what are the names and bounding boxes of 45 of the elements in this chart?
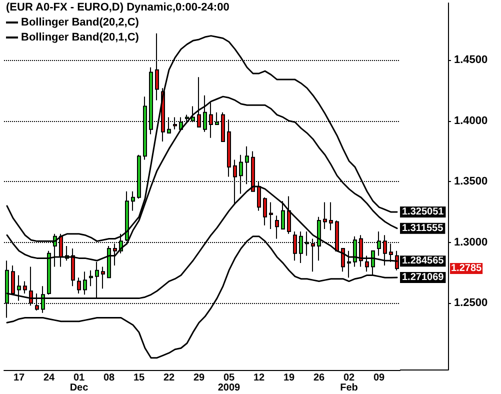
candlestick <box>371 250 375 276</box>
y-tick-label: 1.3000 <box>454 236 488 248</box>
x-tick-label: 17 <box>13 372 25 384</box>
candlestick <box>83 271 87 296</box>
data-label: 1.284565 <box>402 256 444 267</box>
candlestick <box>329 202 333 231</box>
y-tick-label: 1.2500 <box>454 297 488 310</box>
candlestick <box>23 280 27 294</box>
data-label: 1.271069 <box>402 272 444 284</box>
candlestick <box>89 270 93 287</box>
chart-title: (EUR A0-FX - EURO,D) Dynamic,0:00-24:00 <box>6 2 230 14</box>
candlestick <box>11 264 15 294</box>
legend-label: Bollinger Band(20,2,C) <box>21 16 140 28</box>
x-tick-label: 26 <box>313 372 325 384</box>
candlestick <box>263 196 267 226</box>
candlestick <box>347 250 351 278</box>
x-tick-label: 01 Dec <box>70 372 89 394</box>
data-label: 1.311555 <box>402 222 444 234</box>
candlestick <box>77 277 81 294</box>
candlestick <box>287 196 291 234</box>
data-label: 1.325051 <box>402 206 444 218</box>
x-tick-label: 15 <box>133 372 145 384</box>
y-tick-label: 1.3500 <box>454 176 488 188</box>
x-tick-label: 29 <box>193 372 205 384</box>
candlestick <box>281 200 285 230</box>
candlestick <box>365 255 369 272</box>
candlestick <box>131 190 135 212</box>
x-tick-label: 05 2009 <box>218 372 241 394</box>
candlestick <box>275 215 279 240</box>
candlestick <box>323 202 327 230</box>
x-tick-label: 22 <box>163 372 175 384</box>
y-tick-label: 1.4000 <box>454 114 488 127</box>
x-tick-label: 09 <box>373 372 385 384</box>
legend-label: Bollinger Band(20,1,C) <box>21 32 140 44</box>
x-tick-label: 19 <box>283 372 295 384</box>
candlestick <box>341 248 345 272</box>
x-tick-label: 12 <box>253 372 265 384</box>
x-tick-label: 02 Feb <box>340 372 358 394</box>
x-tick-label: 08 <box>103 372 115 384</box>
x-tick-label: 24 <box>43 372 55 384</box>
y-tick-label: 1.4500 <box>454 54 488 66</box>
candlestick <box>269 202 273 230</box>
line-series <box>6 236 398 359</box>
candlestick <box>101 266 105 290</box>
text: 1.2785 <box>451 263 482 274</box>
